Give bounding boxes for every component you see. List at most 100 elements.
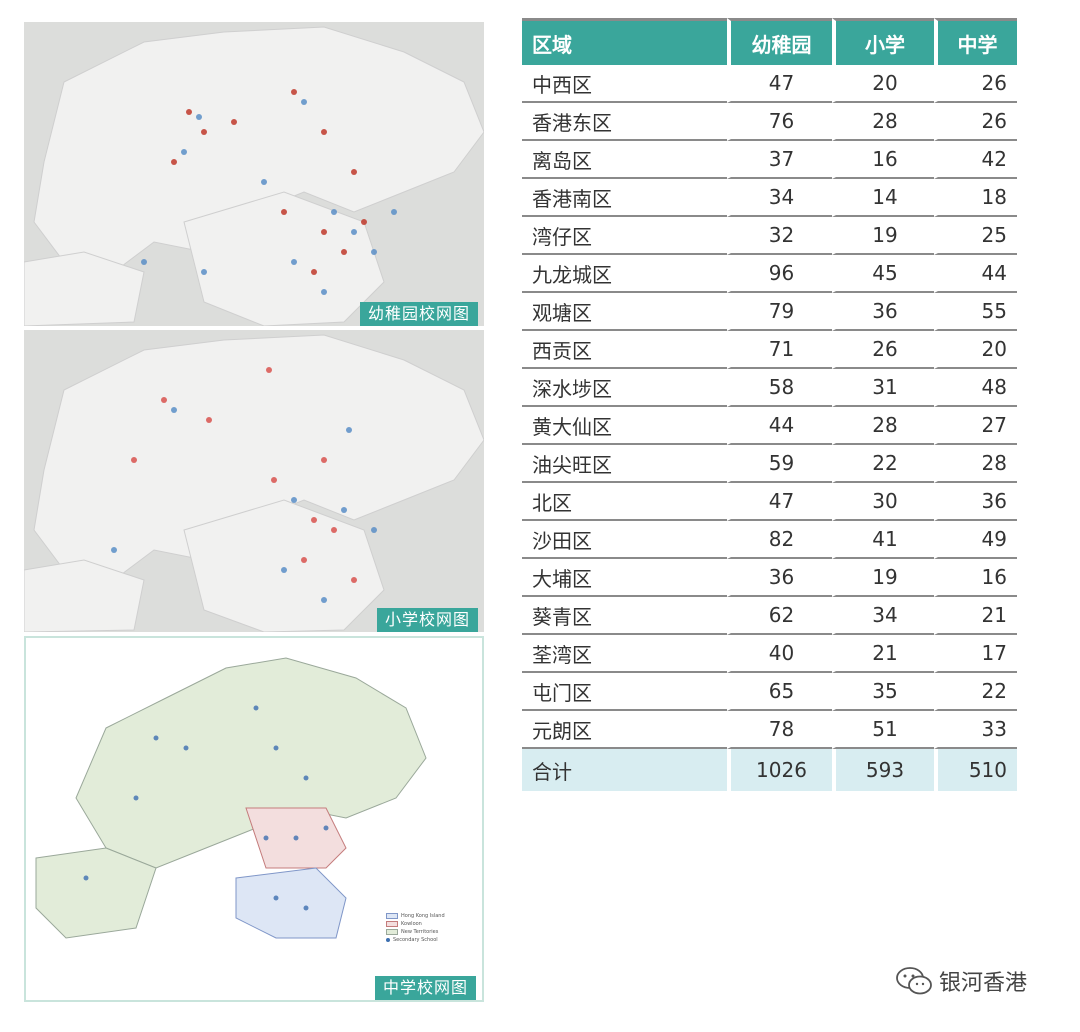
cell-kindergarten: 36 [727, 559, 832, 597]
cell-primary: 31 [832, 369, 934, 407]
table-row: 荃湾区 40 21 17 [522, 635, 1017, 673]
brand-name: 银河香港 [939, 971, 1028, 996]
cell-area: 观塘区 [522, 293, 727, 331]
cell-secondary: 17 [934, 635, 1017, 673]
cell-secondary: 25 [934, 217, 1017, 255]
legend-item: New Territories [386, 928, 445, 936]
table-row: 屯门区 65 35 22 [522, 673, 1017, 711]
legend-item: Hong Kong Island [386, 912, 445, 920]
brand-badge: 银河香港 [895, 965, 1027, 997]
cell-area: 沙田区 [522, 521, 727, 559]
cell-kindergarten: 32 [727, 217, 832, 255]
cell-secondary: 55 [934, 293, 1017, 331]
secondary-map: Hong Kong Island Kowloon New Territories… [24, 636, 484, 1002]
legend-item: Secondary School [386, 936, 445, 944]
cell-primary: 14 [832, 179, 934, 217]
cell-primary: 45 [832, 255, 934, 293]
cell-kindergarten: 78 [727, 711, 832, 749]
cell-secondary: 510 [934, 749, 1017, 791]
table-row: 黄大仙区 44 28 27 [522, 407, 1017, 445]
cell-primary: 35 [832, 673, 934, 711]
cell-primary: 19 [832, 559, 934, 597]
cell-secondary: 26 [934, 103, 1017, 141]
table-body: 中西区 47 20 26 香港东区 76 28 26 离岛区 37 16 42 香港南区 34 14 18 湾仔… [522, 65, 1017, 791]
cell-area: 中西区 [522, 65, 727, 103]
table-row: 九龙城区 96 45 44 [522, 255, 1017, 293]
table-total-row: 合计 1026 593 510 [522, 749, 1017, 791]
table-header-row: 区域 幼稚园 小学 中学 [522, 18, 1017, 65]
cell-kindergarten: 76 [727, 103, 832, 141]
cell-primary: 22 [832, 445, 934, 483]
school-count-table: 区域 幼稚园 小学 中学 中西区 47 20 26 香港东区 76 28 26 离岛区 37 16 4… [522, 18, 1017, 791]
cell-primary: 20 [832, 65, 934, 103]
cell-area: 湾仔区 [522, 217, 727, 255]
cell-area: 屯门区 [522, 673, 727, 711]
header-area: 区域 [522, 18, 727, 65]
secondary-map-caption: 中学校网图 [374, 976, 476, 1000]
cell-kindergarten: 82 [727, 521, 832, 559]
cell-primary: 51 [832, 711, 934, 749]
cell-primary: 28 [832, 407, 934, 445]
kindergarten-map: 幼稚园校网图 [24, 22, 484, 326]
cell-kindergarten: 58 [727, 369, 832, 407]
cell-secondary: 26 [934, 65, 1017, 103]
table-row: 元朗区 78 51 33 [522, 711, 1017, 749]
cell-secondary: 44 [934, 255, 1017, 293]
cell-primary: 36 [832, 293, 934, 331]
primary-map-caption: 小学校网图 [376, 608, 478, 632]
cell-area: 黄大仙区 [522, 407, 727, 445]
table-row: 香港南区 34 14 18 [522, 179, 1017, 217]
cell-kindergarten: 47 [727, 65, 832, 103]
cell-area: 西贡区 [522, 331, 727, 369]
wechat-icon [896, 967, 932, 995]
cell-primary: 593 [832, 749, 934, 791]
cell-area: 油尖旺区 [522, 445, 727, 483]
cell-kindergarten: 79 [727, 293, 832, 331]
cell-secondary: 28 [934, 445, 1017, 483]
cell-kindergarten: 59 [727, 445, 832, 483]
cell-kindergarten: 96 [727, 255, 832, 293]
cell-kindergarten: 47 [727, 483, 832, 521]
cell-kindergarten: 34 [727, 179, 832, 217]
table-row: 离岛区 37 16 42 [522, 141, 1017, 179]
cell-primary: 30 [832, 483, 934, 521]
cell-secondary: 42 [934, 141, 1017, 179]
cell-kindergarten: 62 [727, 597, 832, 635]
table-row: 西贡区 71 26 20 [522, 331, 1017, 369]
table-row: 香港东区 76 28 26 [522, 103, 1017, 141]
cell-kindergarten: 1026 [727, 749, 832, 791]
table-row: 北区 47 30 36 [522, 483, 1017, 521]
table-row: 中西区 47 20 26 [522, 65, 1017, 103]
cell-secondary: 16 [934, 559, 1017, 597]
kindergarten-map-graphic [24, 22, 484, 326]
cell-secondary: 33 [934, 711, 1017, 749]
cell-area: 香港南区 [522, 179, 727, 217]
table-row: 观塘区 79 36 55 [522, 293, 1017, 331]
kindergarten-map-caption: 幼稚园校网图 [359, 302, 478, 326]
cell-area: 深水埗区 [522, 369, 727, 407]
secondary-map-graphic [26, 638, 482, 1000]
table-row: 葵青区 62 34 21 [522, 597, 1017, 635]
header-secondary: 中学 [934, 18, 1017, 65]
cell-primary: 41 [832, 521, 934, 559]
header-primary: 小学 [832, 18, 934, 65]
cell-kindergarten: 71 [727, 331, 832, 369]
cell-area: 葵青区 [522, 597, 727, 635]
table-row: 大埔区 36 19 16 [522, 559, 1017, 597]
cell-secondary: 27 [934, 407, 1017, 445]
cell-kindergarten: 40 [727, 635, 832, 673]
cell-secondary: 36 [934, 483, 1017, 521]
cell-primary: 34 [832, 597, 934, 635]
cell-secondary: 22 [934, 673, 1017, 711]
cell-secondary: 20 [934, 331, 1017, 369]
cell-primary: 26 [832, 331, 934, 369]
cell-secondary: 48 [934, 369, 1017, 407]
cell-secondary: 21 [934, 597, 1017, 635]
cell-area: 元朗区 [522, 711, 727, 749]
cell-area: 香港东区 [522, 103, 727, 141]
cell-secondary: 18 [934, 179, 1017, 217]
table-row: 沙田区 82 41 49 [522, 521, 1017, 559]
secondary-map-legend: Hong Kong Island Kowloon New Territories… [386, 912, 445, 944]
cell-area: 合计 [522, 749, 727, 791]
cell-area: 荃湾区 [522, 635, 727, 673]
